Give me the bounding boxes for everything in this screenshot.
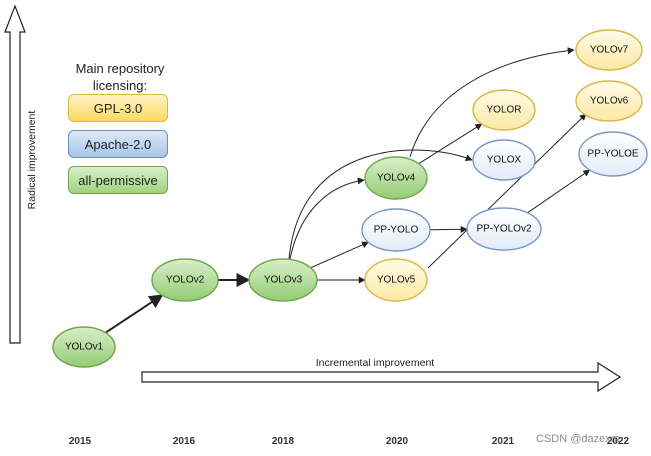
legend-title: Main repository licensing: [75,61,165,93]
watermark: CSDN @dazexm [536,433,620,445]
year-label-2021: 2021 [491,436,515,447]
legend-all-permissive: all-permissive [68,166,168,194]
edge-yolov5-to-yolov6 [427,113,587,269]
edge-yolov3-to-ppyolo [310,241,370,269]
year-label-2020: 2020 [385,436,409,447]
node-yolov6 [575,80,643,122]
node-yolor [472,89,536,131]
node-yolov4 [364,156,428,200]
edge-yolov3-to-yolov4 [289,177,365,260]
node-ppyolo [361,208,431,252]
edge-ppyolov2-to-ppyoloe [527,169,591,214]
edges-layer [105,47,591,334]
node-yolov2 [151,258,219,302]
year-label-2018: 2018 [271,436,295,447]
node-yolov1 [52,326,116,368]
y-axis-label: Radical improvement [26,110,38,210]
node-yolox [472,139,536,181]
nodes-layer [52,29,648,368]
node-ppyoloe [578,131,648,177]
edge-yolov4-to-yolor [418,123,483,165]
node-yolov3 [248,258,318,302]
node-yolov5 [364,258,428,302]
year-label-2016: 2016 [172,436,196,447]
edge-yolov4-to-yolov7 [409,47,575,158]
radical-improvement-arrow [4,4,26,344]
legend-gpl: GPL-3.0 [68,94,168,122]
year-label-2022: 2022 [606,436,630,447]
legend-apache: Apache-2.0 [68,130,168,158]
edge-yolov1-to-yolov2 [105,294,164,334]
incremental-improvement-arrow [141,361,622,393]
edge-yolov3-to-yolox [288,149,473,260]
x-axis-label: Incremental improvement [315,357,435,369]
year-label-2015: 2015 [68,436,92,447]
node-yolov7 [575,29,643,71]
node-ppyolov2 [466,207,542,251]
